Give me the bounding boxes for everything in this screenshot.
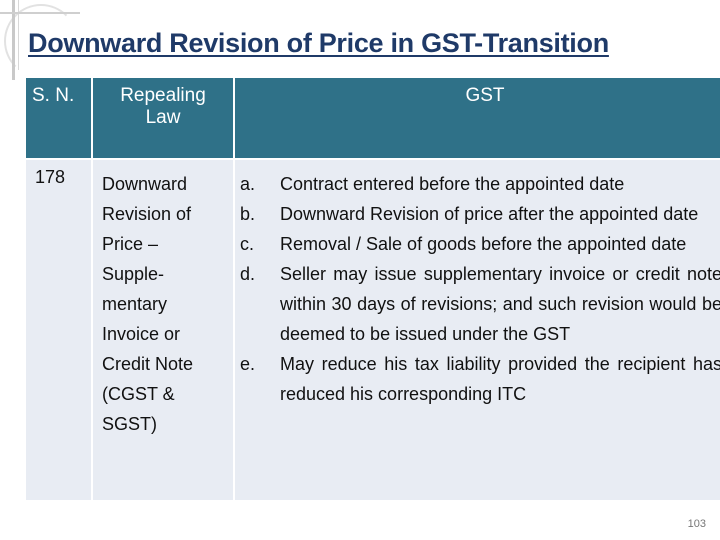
list-item-text: Downward Revision of price after the app…: [280, 204, 699, 224]
header-repealing-law: Repealing Law: [91, 76, 235, 160]
list-item: c. Removal / Sale of goods before the app…: [240, 229, 720, 259]
gst-points-list: a. Contract entered before the appointed …: [236, 161, 720, 417]
list-item-marker: b.: [240, 204, 256, 224]
list-item: e. May reduce his tax liability provided …: [240, 349, 720, 409]
transition-table: S. N. Repealing Law GST 178 Downward Revi…: [24, 76, 720, 502]
list-item: d. Seller may issue supplementary invoice…: [240, 259, 720, 349]
list-item-text: May reduce his tax liability provided th…: [280, 354, 720, 404]
list-item-marker: c.: [240, 234, 255, 254]
law-line: Price –: [102, 234, 159, 254]
list-item-text: Removal / Sale of goods before the appoi…: [280, 234, 687, 254]
list-item-text: Seller may issue supplementary invoice o…: [280, 264, 720, 344]
law-line: Invoice or: [102, 324, 181, 344]
decorative-line: [0, 12, 80, 14]
decorative-line: [12, 0, 15, 80]
law-line: Credit Note: [102, 354, 194, 374]
header-sn: S. N.: [24, 76, 93, 160]
law-line: Revision of: [102, 204, 192, 224]
decorative-corner-ring: [4, 4, 78, 78]
list-item-text: Contract entered before the appointed da…: [280, 174, 625, 194]
serial-number: 178: [35, 167, 66, 187]
list-item-marker: e.: [240, 354, 256, 374]
page-number: 103: [687, 518, 706, 530]
list-item-marker: a.: [240, 174, 256, 194]
list-item: b. Downward Revision of price after the a…: [240, 199, 720, 229]
slide-title: Downward Revision of Price in GST-Transi…: [28, 28, 609, 58]
list-item: a. Contract entered before the appointed …: [240, 169, 720, 199]
cell-sn: 178: [24, 158, 93, 502]
list-item-marker: d.: [240, 264, 256, 284]
law-line: (CGST &: [102, 384, 175, 404]
table-row: 178 Downward Revision of Price – Supple-men…: [24, 158, 720, 502]
cell-repealing-law: Downward Revision of Price – Supple-mentary…: [91, 158, 235, 502]
table-header-row: S. N. Repealing Law GST: [24, 76, 720, 160]
law-line: mentary: [102, 294, 168, 314]
repealing-law-text: Downward Revision of Price – Supple-mentary…: [94, 161, 232, 439]
law-line: Downward: [102, 174, 188, 194]
header-gst: GST: [233, 76, 720, 160]
decorative-line: [18, 0, 19, 70]
law-line: SGST): [102, 414, 158, 434]
law-line: Supple-: [102, 264, 165, 284]
cell-gst: a. Contract entered before the appointed …: [233, 158, 720, 502]
